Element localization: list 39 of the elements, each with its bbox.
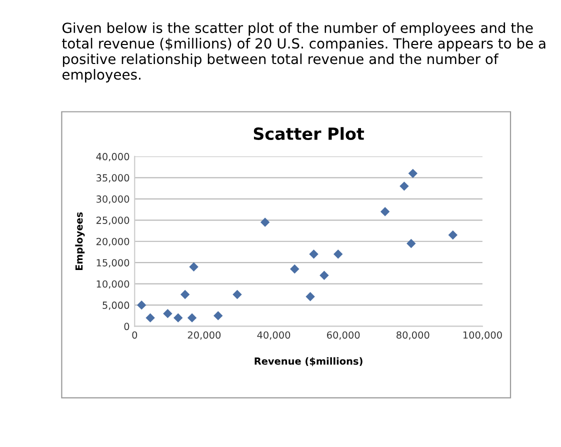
point (448, 230, 458, 240)
point (214, 311, 223, 320)
point (136, 300, 146, 310)
point (306, 292, 315, 302)
y-axis-title: Employees (75, 212, 85, 270)
x-tick-label: 100,000 (463, 331, 502, 340)
x-tick-label: 80,000 (396, 331, 430, 340)
x-axis-title: Revenue ($millions) (254, 357, 362, 366)
text: Given below is the scatter plot of the number of employees and the total revenue ($millions) of 20 U.S. companies. There appears to be a positive relationship between total revenue and the number of employees. (62, 22, 546, 82)
point (146, 313, 155, 322)
x-tick-label: 60,000 (327, 331, 360, 340)
y-tick-label: 10,000 (96, 280, 130, 289)
point (180, 290, 190, 300)
point (290, 264, 300, 274)
y-tick-label: 25,000 (96, 216, 130, 225)
point (309, 250, 318, 259)
x-tick-label: 0 (132, 331, 138, 339)
y-tick-label: 5,000 (102, 302, 130, 310)
point (334, 250, 343, 259)
y-tick-label: 15,000 (96, 259, 130, 268)
y-tick-label: 20,000 (96, 238, 130, 246)
point (174, 313, 183, 322)
point (408, 168, 418, 178)
y-tick-label: 40,000 (96, 152, 130, 162)
y-tick-label: 0 (124, 322, 130, 330)
x-tick-label: 40,000 (257, 331, 290, 340)
x-tick-label: 20,000 (188, 331, 221, 340)
point (406, 238, 416, 248)
chart-title: Scatter Plot (254, 127, 364, 140)
point (232, 290, 242, 300)
y-tick-label: 35,000 (96, 174, 130, 183)
y-tick-label: 30,000 (96, 195, 130, 204)
point (400, 182, 409, 191)
point (163, 308, 172, 318)
point (320, 270, 329, 280)
point (189, 262, 198, 272)
point (380, 207, 390, 216)
point (187, 313, 197, 322)
point (260, 218, 270, 227)
